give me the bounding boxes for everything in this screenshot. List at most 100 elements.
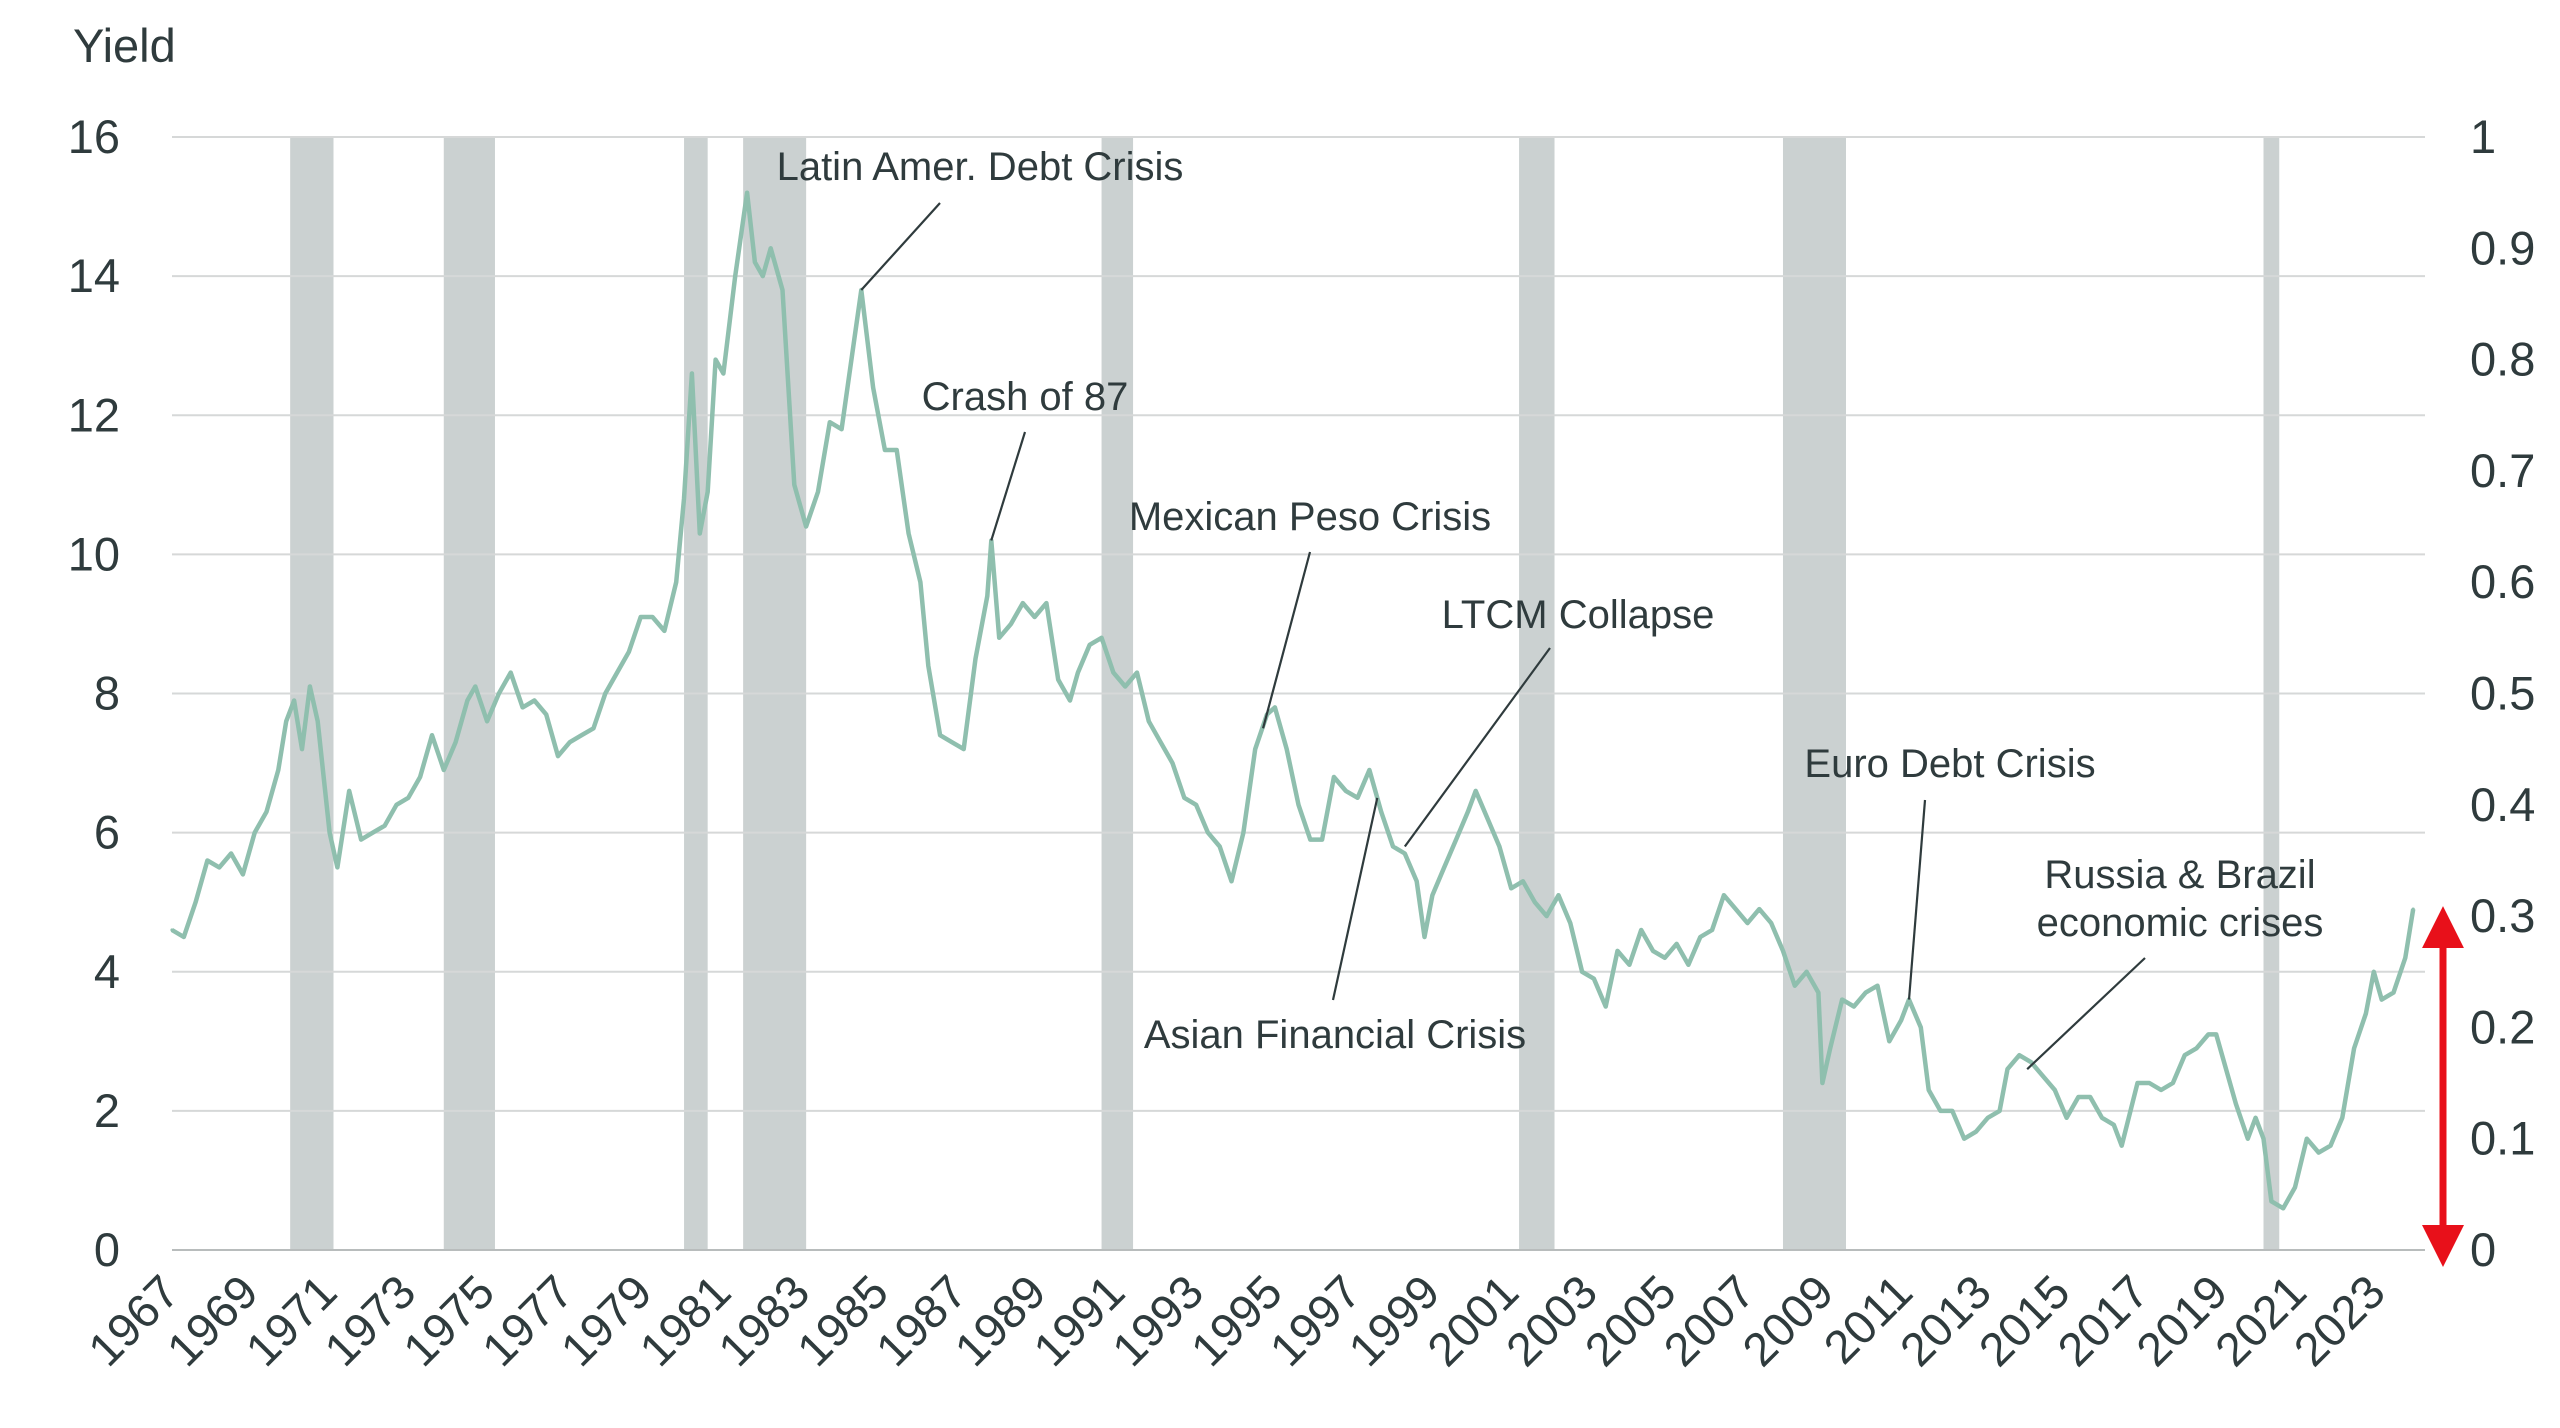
data-point [1663,956,1667,960]
data-point [1430,893,1435,897]
data-point [308,684,312,689]
x-tick-label-2013: 2013 [1890,1265,2001,1376]
data-point [1864,991,1868,995]
data-point [1253,747,1257,751]
y-tick-label-0: 0 [94,1223,120,1276]
data-point [1355,796,1360,800]
data-point [170,928,174,932]
x-tick-label-1977: 1977 [472,1265,583,1376]
data-point [556,754,560,758]
x-axis: 1967196919711973197519771979198119831985… [78,1265,2395,1376]
data-point [1545,914,1549,918]
data-point [1474,789,1478,793]
data-point [906,531,911,536]
data-point [217,865,221,870]
data-point [2147,1081,2151,1085]
x-tick-label-1981: 1981 [629,1265,740,1376]
data-point [1206,831,1210,835]
data-point [1466,810,1470,814]
data-point [1442,865,1446,870]
annotation-leader-peso [1261,551,1312,729]
data-point [544,712,548,716]
y2-tick-label-0.6: 0.6 [2470,555,2535,608]
data-point [2183,1053,2187,1057]
data-point [1828,1046,1832,1050]
data-point [690,371,694,376]
x-tick-label-1979: 1979 [550,1265,661,1376]
x-tick-label-1983: 1983 [708,1265,819,1376]
data-point [2391,991,2396,995]
data-point [1938,1109,1943,1113]
data-point [1615,949,1620,953]
data-point [1675,942,1679,946]
x-tick-label-1975: 1975 [393,1265,504,1376]
data-point [1415,879,1419,883]
data-point [316,719,320,723]
data-point [1044,601,1049,605]
data-point [780,288,785,292]
data-point [2017,1053,2021,1057]
data-point [2403,956,2407,960]
data-point [2053,1088,2057,1092]
data-point [205,858,210,863]
y2-tick-label-0.9: 0.9 [2470,221,2535,274]
data-point [1840,997,1844,1002]
data-point [580,733,584,737]
annotation-leader-asian [1331,797,1379,1001]
data-point [1757,907,1761,911]
y-axis-right: 0 0.1 0.2 0.3 0.4 0.5 0.6 0.7 0.8 0.9 1 [2470,110,2535,1276]
data-point [284,719,288,723]
data-point [394,803,399,807]
data-point [2281,1206,2285,1210]
data-point [406,796,410,800]
data-point [2317,1151,2321,1155]
data-point [2135,1081,2140,1085]
data-point [1974,1130,1978,1134]
data-point [1533,900,1537,904]
data-point [603,691,607,696]
data-point [1159,740,1163,744]
data-point [1568,921,1572,925]
y2-tick-label-0.2: 0.2 [2470,1000,2535,1053]
data-point [1379,810,1383,814]
y-tick-label-14: 14 [68,249,120,302]
data-point [2269,1199,2273,1203]
data-point [371,831,375,835]
data-point [2364,1011,2368,1016]
series-line-0 [170,190,2416,1211]
data-point [1135,671,1139,675]
x-tick-label-2003: 2003 [1496,1265,1607,1376]
annotation-label-euro: Euro Debt Crisis [1804,742,2095,786]
x-tick-label-1997: 1997 [1259,1265,1370,1376]
data-point [276,768,280,772]
data-point [335,865,340,870]
data-point [2372,970,2376,974]
data-point [2041,1074,2045,1078]
x-tick-label-2009: 2009 [1732,1265,1843,1376]
data-point [1308,837,1312,842]
annotation-label-ltcm: LTCM Collapse [1442,593,1715,637]
data-point [1805,970,1809,974]
data-point [816,490,820,494]
data-point [532,698,536,703]
data-point [229,851,233,856]
data-point [761,274,765,278]
data-point [2076,1095,2080,1099]
data-point [1088,643,1092,647]
data-point [639,615,643,619]
x-tick-label-2011: 2011 [1813,1265,1922,1374]
x-tick-label-1991: 1991 [1023,1265,1134,1376]
y2-tick-label-0.1: 0.1 [2470,1112,2535,1165]
data-point [721,371,726,376]
x-tick-label-1967: 1967 [78,1265,189,1376]
data-point [1194,803,1198,807]
data-point [1887,1039,1891,1043]
data-point [1056,677,1060,682]
data-point [1021,601,1025,605]
annotation-leader-latam [860,202,941,291]
data-point [2064,1116,2069,1120]
y2-tick-label-0.5: 0.5 [2470,667,2535,720]
data-point [1592,977,1596,981]
data-point [418,775,422,779]
data-point [962,747,966,751]
